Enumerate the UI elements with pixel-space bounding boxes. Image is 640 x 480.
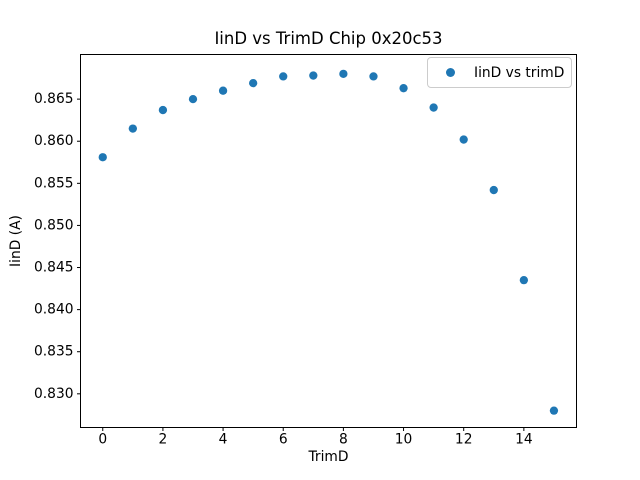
x-tick-label: 2 [159, 432, 168, 448]
data-point [98, 153, 107, 162]
x-tick-label: 6 [279, 432, 288, 448]
data-point [369, 72, 378, 81]
data-point [249, 78, 258, 88]
data-point [459, 135, 468, 144]
axes-frame [80, 54, 577, 428]
legend-label: IinD vs trimD [474, 64, 565, 81]
data-point [549, 406, 559, 415]
y-tick-label: 0.840 [34, 302, 74, 318]
data-point [279, 72, 288, 81]
y-tick-label: 0.860 [34, 133, 74, 149]
legend-circle-marker-icon [446, 68, 455, 77]
y-tick-label: 0.835 [34, 344, 74, 360]
data-point [128, 124, 137, 133]
y-tick-label: 0.850 [34, 217, 74, 233]
x-tick-label: 0 [98, 432, 107, 448]
x-axis-label: TrimD [308, 449, 349, 465]
data-point [399, 84, 408, 93]
data-point [339, 69, 348, 79]
data-point [309, 71, 318, 80]
y-tick-label: 0.855 [34, 175, 74, 191]
data-point [519, 276, 529, 285]
x-tick-label: 4 [219, 432, 228, 448]
x-tick-label: 12 [455, 432, 473, 448]
legend: IinD vs trimD [427, 57, 572, 88]
data-point [489, 185, 498, 195]
x-tick-label: 10 [395, 432, 413, 448]
x-tick-label: 8 [339, 432, 348, 448]
y-tick-label: 0.845 [34, 260, 74, 276]
y-tick-label: 0.865 [34, 91, 74, 107]
y-axis-label: IinD (A) [8, 215, 24, 267]
y-tick-label: 0.830 [34, 386, 74, 402]
chart-title: IinD vs TrimD Chip 0x20c53 [214, 29, 443, 48]
data-point [158, 105, 168, 115]
x-tick-label: 14 [515, 432, 533, 448]
data-point [218, 86, 228, 95]
data-point [429, 103, 438, 112]
data-point [188, 94, 198, 104]
